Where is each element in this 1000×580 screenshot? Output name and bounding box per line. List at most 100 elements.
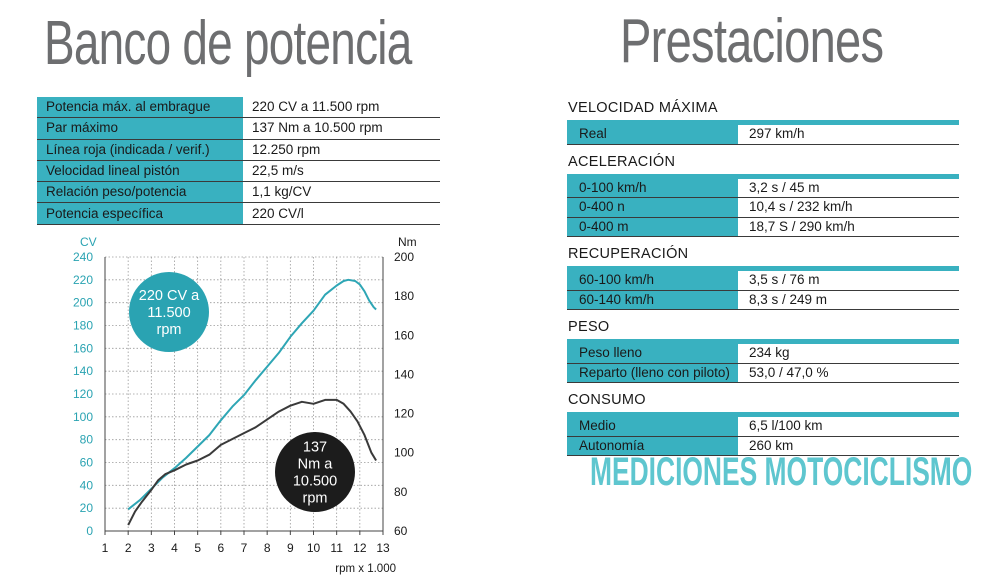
y-left-tick-label: 40	[80, 478, 94, 492]
max-torque-badge-text: 10.500	[293, 474, 337, 490]
table-row: Reparto (lleno con piloto) 53,0 / 47,0 %	[567, 363, 959, 383]
row-value: 234 kg	[738, 344, 959, 363]
max-torque-badge-text: 137	[303, 440, 327, 456]
y-right-tick-label: 100	[394, 446, 414, 460]
y-right-tick-label: 120	[394, 407, 414, 421]
y-right-tick-label: 180	[394, 289, 414, 303]
table-row: 60-140 km/h 8,3 s / 249 m	[567, 290, 959, 310]
section-heading: ACELERACIÓN	[568, 153, 676, 170]
y-left-tick-label: 60	[80, 456, 94, 470]
x-tick-label: 9	[287, 541, 294, 555]
section-heading: VELOCIDAD MÁXIMA	[568, 100, 718, 116]
y-right-tick-label: 80	[394, 485, 408, 499]
spec-label: Potencia máx. al embrague	[37, 97, 243, 119]
row-value: 6,5 l/100 km	[738, 417, 959, 436]
y-left-tick-label: 200	[73, 296, 93, 310]
brand-logo-text: MEDICIONES MOTOCICLISMO	[590, 450, 973, 494]
max-power-badge	[129, 272, 209, 352]
dyno-spec-table: Potencia máx. al embrague 220 CV a 11.500…	[37, 97, 440, 225]
row-label: 60-100 km/h	[567, 271, 738, 290]
x-tick-label: 10	[307, 541, 321, 555]
table-row: Relación peso/potencia 1,1 kg/CV	[37, 181, 440, 204]
max-power-badge-text: 11.500	[147, 305, 190, 321]
row-value: 53,0 / 47,0 %	[738, 363, 959, 382]
spec-value: 220 CV a 11.500 rpm	[243, 97, 440, 119]
spec-label: Velocidad lineal pistón	[37, 160, 243, 183]
table-row: Peso lleno 234 kg	[567, 344, 959, 364]
y-left-tick-label: 80	[80, 433, 94, 447]
table-row: Potencia específica 220 CV/l	[37, 202, 440, 225]
section-heading: PESO	[568, 319, 610, 335]
row-value: 8,3 s / 249 m	[738, 290, 959, 309]
y-right-axis-label: Nm	[398, 235, 417, 249]
row-value: 10,4 s / 232 km/h	[738, 198, 959, 217]
table-row: 0-400 n 10,4 s / 232 km/h	[567, 198, 959, 218]
table-row: Real 297 km/h	[567, 125, 959, 145]
row-value: 3,5 s / 76 m	[738, 271, 959, 290]
y-left-tick-label: 140	[73, 364, 93, 378]
x-tick-label: 13	[376, 541, 390, 555]
max-torque-badge	[275, 432, 355, 512]
y-left-tick-label: 0	[86, 524, 93, 538]
row-label: Autonomía	[567, 436, 738, 455]
y-right-tick-label: 60	[394, 524, 408, 538]
section-rows: 60-100 km/h 3,5 s / 76 m 60-140 km/h 8,3 s…	[567, 266, 959, 310]
table-row: Potencia máx. al embrague 220 CV a 11.500…	[37, 97, 440, 119]
table-row: 0-100 km/h 3,2 s / 45 m	[567, 178, 959, 198]
x-tick-label: 1	[102, 541, 109, 555]
x-tick-label: 7	[241, 541, 248, 555]
y-right-tick-label: 140	[394, 367, 414, 381]
perf-section-recovery: RECUPERACIÓN 60-100 km/h 3,5 s / 76 m 60-…	[567, 244, 959, 310]
spec-value: 12.250 rpm	[243, 139, 440, 161]
row-label: Medio	[567, 417, 738, 436]
y-right-tick-label: 200	[394, 250, 414, 264]
dyno-chart-svg: 1 2 3 4 5 6 7 8 9 10 11 12 1302040608010012014016018…	[73, 235, 417, 575]
row-label: Reparto (lleno con piloto)	[567, 363, 738, 382]
table-row: Línea roja (indicada / verif.) 12.250 rpm	[37, 139, 440, 161]
x-tick-label: 6	[217, 541, 224, 555]
y-left-tick-label: 160	[73, 341, 93, 355]
y-right-tick-label: 160	[394, 328, 414, 342]
max-torque-badge-text: rpm	[303, 491, 328, 507]
spec-value: 1,1 kg/CV	[243, 181, 440, 204]
x-tick-label: 3	[148, 541, 155, 555]
row-value: 3,2 s / 45 m	[738, 178, 959, 197]
row-label: Peso lleno	[567, 344, 738, 363]
section-rows: Real 297 km/h	[567, 120, 959, 145]
section-heading: RECUPERACIÓN	[568, 246, 689, 262]
section-rows: Medio 6,5 l/100 km Autonomía 260 km	[567, 412, 959, 456]
row-value: 260 km	[738, 436, 959, 455]
section-rows: Peso lleno 234 kg Reparto (lleno con pilo…	[567, 339, 959, 383]
y-left-tick-label: 180	[73, 319, 93, 333]
table-row: Autonomía 260 km	[567, 436, 959, 456]
perf-section-weight: PESO Peso lleno 234 kg Reparto (lleno con…	[567, 317, 959, 383]
y-left-tick-label: 220	[73, 273, 93, 287]
section-heading: CONSUMO	[568, 392, 646, 408]
row-label: 0-400 n	[567, 198, 738, 217]
row-label: Real	[567, 125, 738, 144]
table-row: Par máximo 137 Nm a 10.500 rpm	[37, 117, 440, 140]
row-value: 297 km/h	[738, 125, 959, 144]
row-value: 18,7 S / 290 km/h	[738, 217, 959, 236]
y-left-tick-label: 240	[73, 250, 93, 264]
row-label: 0-100 km/h	[567, 178, 738, 197]
y-left-axis-label: CV	[80, 235, 97, 249]
x-tick-label: 5	[194, 541, 201, 555]
x-tick-label: 2	[125, 541, 132, 555]
max-power-badge-text: rpm	[157, 322, 182, 338]
x-axis-label: rpm x 1.000	[335, 563, 396, 575]
x-tick-label: 8	[264, 541, 271, 555]
x-tick-label: 12	[353, 541, 367, 555]
torque-curve-line	[127, 398, 377, 526]
spec-label: Relación peso/potencia	[37, 181, 243, 204]
max-power-badge-text: 220 CV a	[139, 288, 200, 304]
y-left-tick-label: 20	[80, 501, 94, 515]
table-row: 0-400 m 18,7 S / 290 km/h	[567, 217, 959, 237]
dyno-chart: 1 2 3 4 5 6 7 8 9 10 11 12 13 0 20 40 60 80 100 120 140 160 18…	[0, 230, 420, 580]
y-left-tick-label: 100	[73, 410, 93, 424]
spec-label: Potencia específica	[37, 202, 243, 225]
power-curve-line	[127, 278, 377, 511]
page-title-performance: Prestaciones	[620, 7, 884, 76]
spec-label: Par máximo	[37, 117, 243, 140]
perf-section-acceleration: ACELERACIÓN 0-100 km/h 3,2 s / 45 m 0-400…	[567, 152, 959, 237]
